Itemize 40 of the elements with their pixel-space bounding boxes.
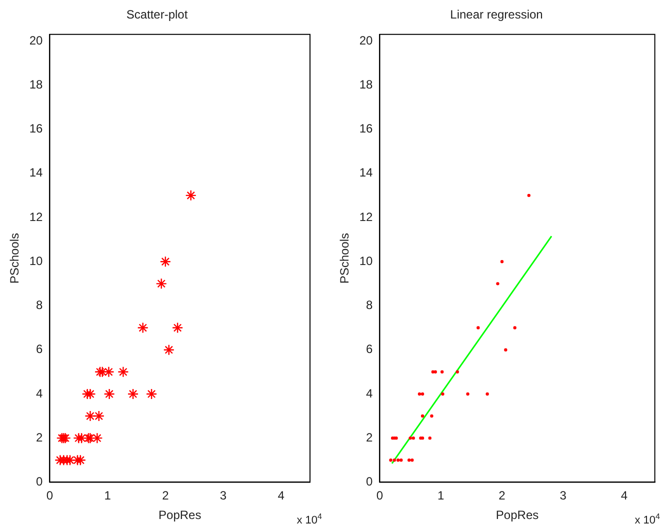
y-tick-label: 6 xyxy=(36,342,44,356)
x-tick-label: 4 xyxy=(620,488,628,503)
y-tick-label: 0 xyxy=(36,474,44,489)
y-tick-label: 2 xyxy=(366,430,374,444)
y-tick-label: 18 xyxy=(359,77,374,92)
y-axis-title: PSchools xyxy=(8,232,22,284)
y-tick-label: 8 xyxy=(366,298,374,312)
x-tick-label: 3 xyxy=(560,488,567,503)
y-tick-label: 12 xyxy=(29,210,44,224)
x-axis-title: PopRes xyxy=(496,508,539,522)
y-tick-label: 20 xyxy=(359,33,374,48)
y-tick-label: 10 xyxy=(29,254,44,268)
y-tick-label: 4 xyxy=(366,386,374,400)
y-tick-label: 14 xyxy=(29,166,44,180)
x-tick-label: 2 xyxy=(498,488,506,503)
y-axis-title: PSchools xyxy=(338,232,352,284)
chart-title: Linear regression xyxy=(450,8,543,22)
y-tick-label: 8 xyxy=(36,298,44,312)
y-tick-label: 14 xyxy=(359,166,374,180)
x-tick-label: 1 xyxy=(104,488,112,503)
y-tick-label: 6 xyxy=(366,342,374,356)
x-tick-label: 3 xyxy=(220,488,227,503)
text: x 10$^{4}$ xyxy=(634,512,660,527)
y-tick-label: 12 xyxy=(359,210,374,224)
x-tick-label: 0 xyxy=(376,488,384,503)
x-axis-title: PopRes xyxy=(158,508,202,522)
y-tick-label: 2 xyxy=(36,430,44,444)
y-tick-label: 20 xyxy=(29,33,44,48)
text: x 10$^{4}$ xyxy=(296,512,322,527)
x-tick-label: 0 xyxy=(46,488,54,503)
x-tick-label: 1 xyxy=(438,488,445,503)
chart-title: Scatter-plot xyxy=(126,8,188,22)
x-tick-label: 4 xyxy=(278,488,285,503)
x-tick-label: 2 xyxy=(162,488,170,503)
y-tick-label: 4 xyxy=(36,386,44,400)
y-tick-label: 18 xyxy=(29,77,44,92)
y-tick-label: 10 xyxy=(359,254,374,268)
y-tick-label: 16 xyxy=(359,122,374,136)
y-tick-label: 0 xyxy=(366,474,374,489)
y-tick-label: 16 xyxy=(29,122,44,136)
